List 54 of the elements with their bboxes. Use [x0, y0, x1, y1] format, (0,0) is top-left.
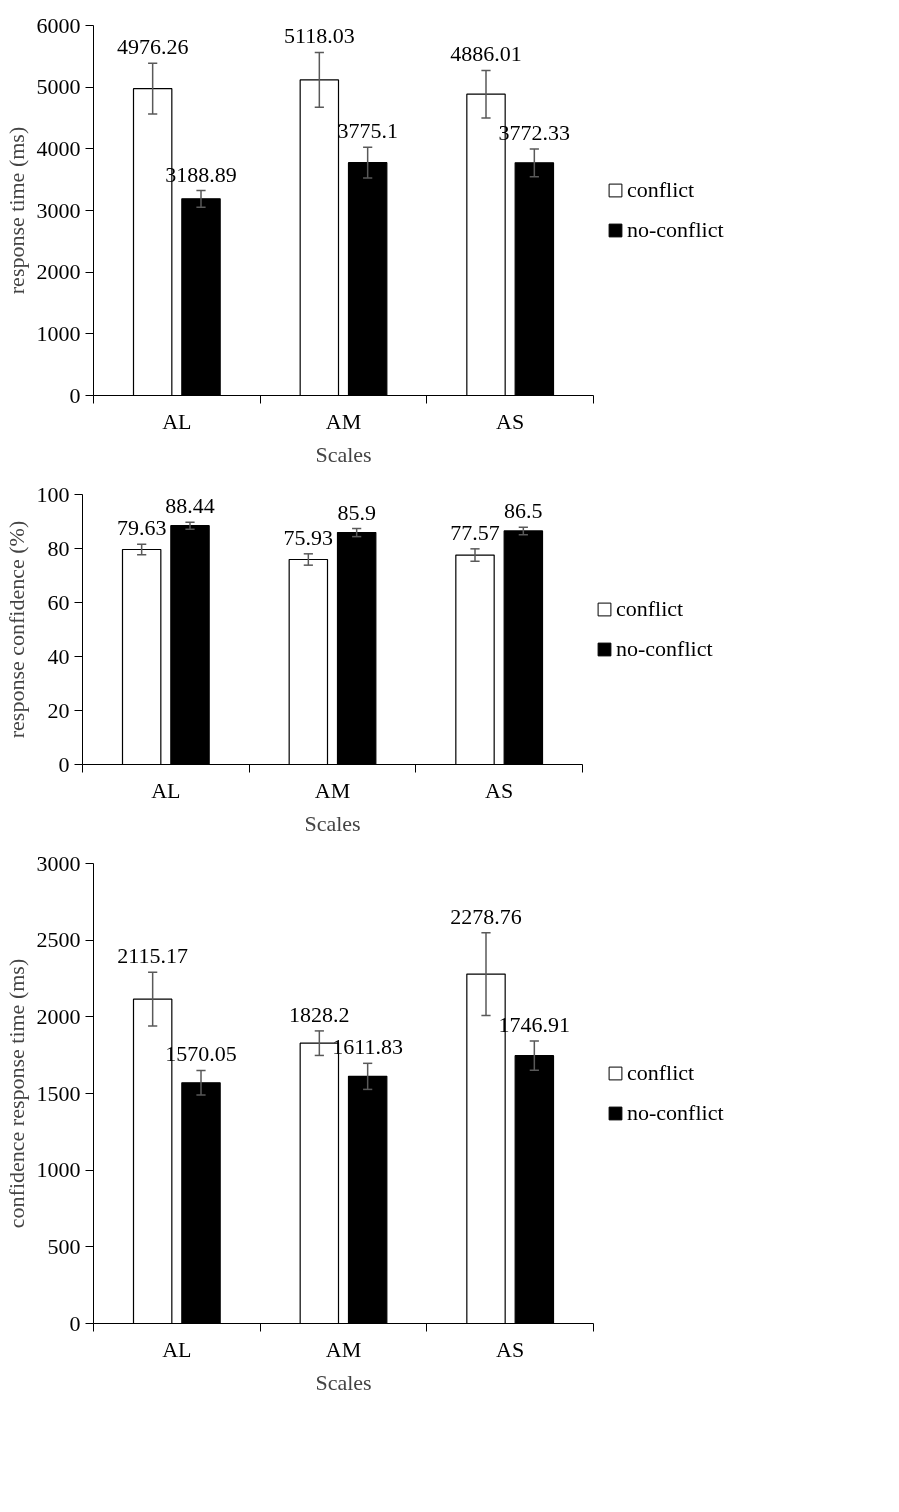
y-tick-label: 6000	[36, 12, 81, 38]
data-label: 1828.2	[289, 1001, 350, 1027]
x-axis-title: Scales	[315, 441, 372, 467]
y-tick-label: 2500	[36, 927, 81, 953]
x-tick-label: AL	[162, 1336, 192, 1362]
y-tick-label: 100	[36, 481, 70, 507]
x-tick-label: AM	[325, 408, 362, 434]
y-tick-label: 1500	[36, 1080, 81, 1106]
x-tick-label: AL	[162, 408, 192, 434]
x-tick-label: AS	[485, 777, 514, 803]
data-label: 88.44	[165, 493, 215, 519]
y-tick-label: 5000	[36, 74, 81, 100]
y-tick-label: 3000	[36, 850, 81, 876]
x-tick-label: AS	[496, 1336, 525, 1362]
legend-label: conflict	[627, 177, 695, 203]
x-tick-label: AL	[151, 777, 181, 803]
legend-label: no-conflict	[616, 636, 713, 662]
y-tick-label: 80	[47, 535, 70, 561]
y-tick-label: 0	[69, 382, 81, 408]
y-tick-label: 4000	[36, 135, 81, 161]
y-tick-label: 500	[47, 1233, 81, 1259]
x-axis-title: Scales	[315, 1369, 372, 1395]
legend-label: conflict	[616, 596, 684, 622]
y-tick-label: 0	[69, 1310, 81, 1336]
legend-label: no-conflict	[627, 1100, 724, 1126]
data-label: 77.57	[450, 519, 500, 545]
data-label: 5118.03	[283, 23, 355, 49]
y-tick-label: 2000	[36, 1003, 81, 1029]
y-tick-label: 1000	[36, 320, 81, 346]
data-label: 86.5	[504, 498, 543, 524]
data-label: 2115.17	[117, 943, 189, 969]
data-label: 79.63	[116, 515, 167, 541]
x-tick-label: AM	[325, 1336, 362, 1362]
y-tick-label: 40	[47, 643, 70, 669]
y-tick-label: 1000	[36, 1157, 81, 1183]
y-axis-title: confidence response time (ms)	[3, 958, 29, 1229]
legend-label: conflict	[627, 1060, 695, 1086]
legend-label: no-conflict	[627, 217, 724, 243]
y-axis-title: response time (ms)	[3, 126, 29, 295]
data-label: 85.9	[337, 499, 376, 525]
data-label: 2278.76	[450, 903, 522, 929]
data-label: 4976.26	[116, 34, 189, 60]
y-tick-label: 20	[47, 697, 70, 723]
y-axis-title: response confidence (%)	[3, 520, 29, 739]
x-tick-label: AS	[496, 408, 525, 434]
x-tick-label: AM	[314, 777, 351, 803]
data-label: 75.93	[283, 524, 334, 550]
x-axis-title: Scales	[304, 810, 361, 836]
y-tick-label: 60	[47, 589, 70, 615]
data-label: 4886.01	[450, 41, 522, 67]
y-tick-label: 3000	[36, 197, 81, 223]
y-tick-label: 0	[58, 751, 70, 777]
y-tick-label: 2000	[36, 259, 81, 285]
data-label: 3775.1	[337, 118, 398, 144]
